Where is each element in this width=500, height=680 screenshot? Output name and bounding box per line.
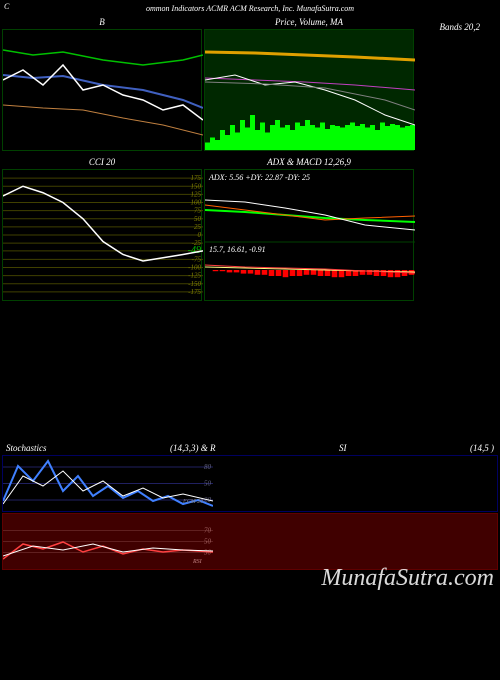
page-title: ommon Indicators ACMR ACM Research, Inc.… <box>146 4 354 13</box>
svg-text:70: 70 <box>204 527 212 535</box>
stoch-params: (14,3,3) & R <box>170 443 216 453</box>
panel-cci-title: CCI 20 <box>2 155 202 169</box>
svg-text:15.7, 16.61, -0.91: 15.7, 16.61, -0.91 <box>209 245 266 254</box>
svg-text:150: 150 <box>191 182 202 190</box>
svg-text:RSI: RSI <box>192 559 203 565</box>
rsi-params: (14,5 ) <box>470 443 494 453</box>
panel-stoch-chart: 805020FCM 20 <box>2 455 498 512</box>
panel-b-title: B <box>2 15 202 29</box>
panel-price-chart <box>204 29 414 151</box>
svg-text:50: 50 <box>204 538 212 546</box>
bands-label: Bands 20,2 <box>440 20 481 34</box>
svg-text:-75: -75 <box>192 255 202 263</box>
svg-text:FCM 20: FCM 20 <box>182 499 203 505</box>
watermark: MunafaSutra.com <box>321 565 494 592</box>
svg-text:-175: -175 <box>188 288 201 296</box>
panel-adx-chart: ADX: 5.56 +DY: 22.87 -DY: 25 15.7, 16.61,… <box>204 169 414 301</box>
svg-text:75: 75 <box>194 207 202 215</box>
svg-text:-125: -125 <box>188 272 201 280</box>
svg-text:-100: -100 <box>188 264 201 272</box>
svg-text:50: 50 <box>194 215 202 223</box>
svg-text:ADX: 5.56 +DY: 22.87 -DY: 25: ADX: 5.56 +DY: 22.87 -DY: 25 <box>208 173 310 182</box>
svg-text:0: 0 <box>198 231 202 239</box>
svg-text:125: 125 <box>191 190 202 198</box>
panel-price-title: Price, Volume, MA <box>204 15 414 29</box>
svg-text:25: 25 <box>194 223 202 231</box>
header-left-marker: C <box>4 2 9 11</box>
svg-text:-49: -49 <box>188 245 201 256</box>
svg-text:50: 50 <box>204 480 212 488</box>
panel-adx-title: ADX & MACD 12,26,9 <box>204 155 414 169</box>
svg-text:100: 100 <box>191 199 202 207</box>
svg-text:-150: -150 <box>188 280 201 288</box>
stoch-label: Stochastics <box>6 443 47 453</box>
panel-rsi-chart: 705030RSI <box>2 513 498 570</box>
panel-b-chart <box>2 29 202 151</box>
panel-cci-chart: 1751501251007550250-25-49-75-100-125-150… <box>2 169 202 301</box>
svg-text:80: 80 <box>204 463 212 471</box>
svg-text:175: 175 <box>191 174 202 182</box>
si-label: SI <box>339 443 347 453</box>
